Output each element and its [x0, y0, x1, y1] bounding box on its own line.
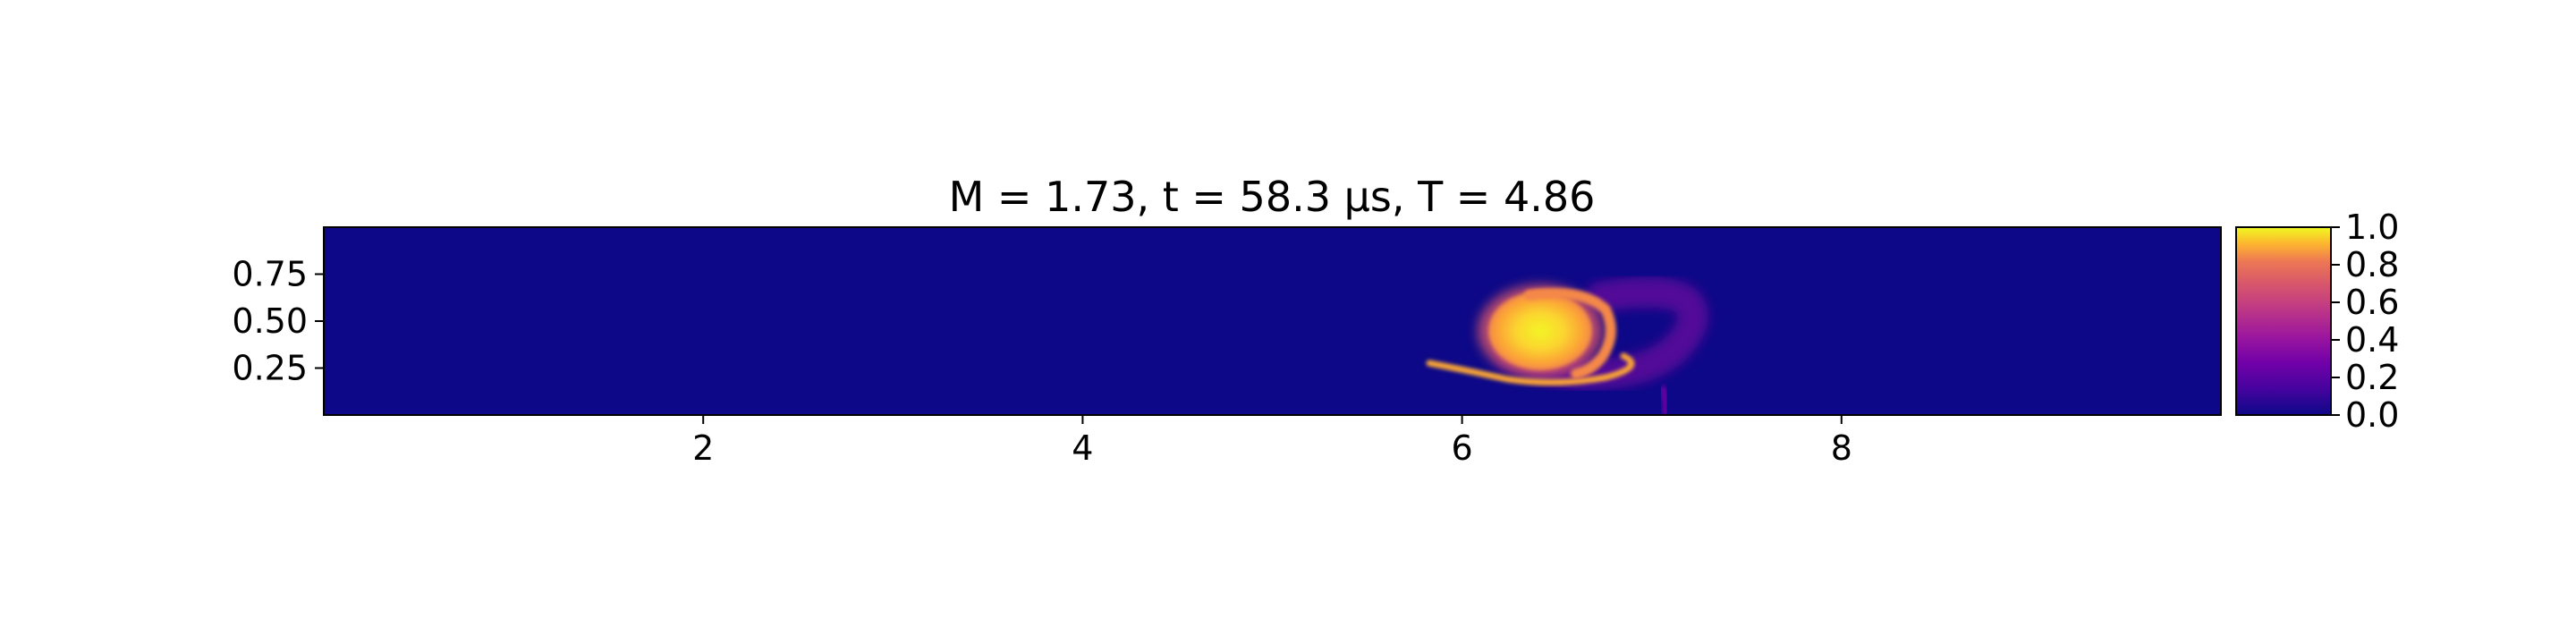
heatmap-area: [323, 226, 2222, 416]
colorbar-ticks: 0.00.20.40.60.81.0: [2331, 208, 2399, 435]
y-tick-label: 0.50: [232, 301, 308, 341]
colorbar: 0.00.20.40.60.81.0: [2235, 208, 2399, 435]
y-axis: 0.25 0.50 0.75: [232, 255, 324, 388]
y-tick-label: 0.75: [232, 255, 308, 294]
x-tick-label: 2: [692, 428, 714, 468]
colorbar-tick-label: 0.0: [2345, 395, 2399, 435]
x-tick-label: 8: [1831, 428, 1852, 468]
x-axis: 2 4 6 8: [692, 415, 1852, 468]
colorbar-tick-label: 1.0: [2345, 208, 2399, 247]
vortex-core: [1488, 292, 1592, 370]
outer-spiral-arm: [1524, 288, 1616, 379]
trailing-filament: [1426, 352, 1635, 386]
x-tick-label: 4: [1072, 428, 1093, 468]
y-tick-label: 0.25: [232, 349, 308, 388]
chart-title: M = 1.73, t = 58.3 μs, T = 4.86: [949, 173, 1596, 221]
colorbar-frame: [2235, 226, 2332, 416]
heatmap-background: [324, 227, 2221, 415]
x-tick-label: 6: [1452, 428, 1473, 468]
colorbar-tick-label: 0.4: [2345, 320, 2399, 360]
wall-feature: [1657, 385, 1670, 415]
colorbar-tick-label: 0.8: [2345, 245, 2399, 284]
vortex-structure: [1426, 276, 1708, 415]
colorbar-gradient: [2236, 227, 2331, 415]
colorbar-tick-label: 0.2: [2345, 358, 2399, 397]
colorbar-tick-label: 0.6: [2345, 283, 2399, 322]
